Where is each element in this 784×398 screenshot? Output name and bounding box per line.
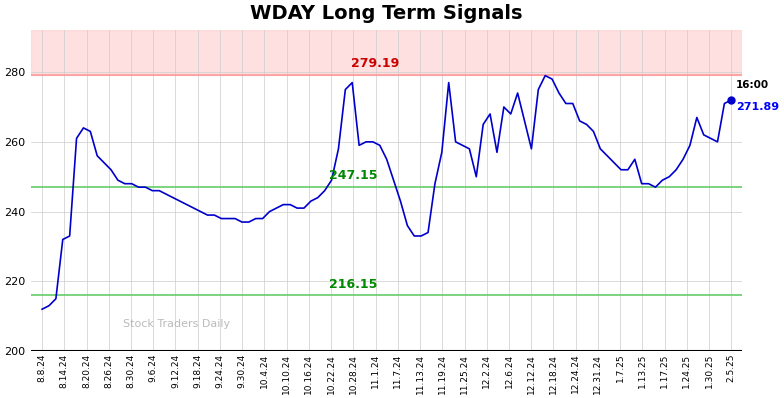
Text: 279.19: 279.19	[351, 57, 400, 70]
Text: 247.15: 247.15	[329, 170, 378, 182]
Text: Stock Traders Daily: Stock Traders Daily	[123, 319, 230, 329]
Bar	[31, 30, 742, 75]
Title: WDAY Long Term Signals: WDAY Long Term Signals	[250, 4, 523, 23]
Text: 271.89: 271.89	[735, 102, 779, 113]
Text: 216.15: 216.15	[329, 277, 378, 291]
Text: 16:00: 16:00	[735, 80, 769, 90]
